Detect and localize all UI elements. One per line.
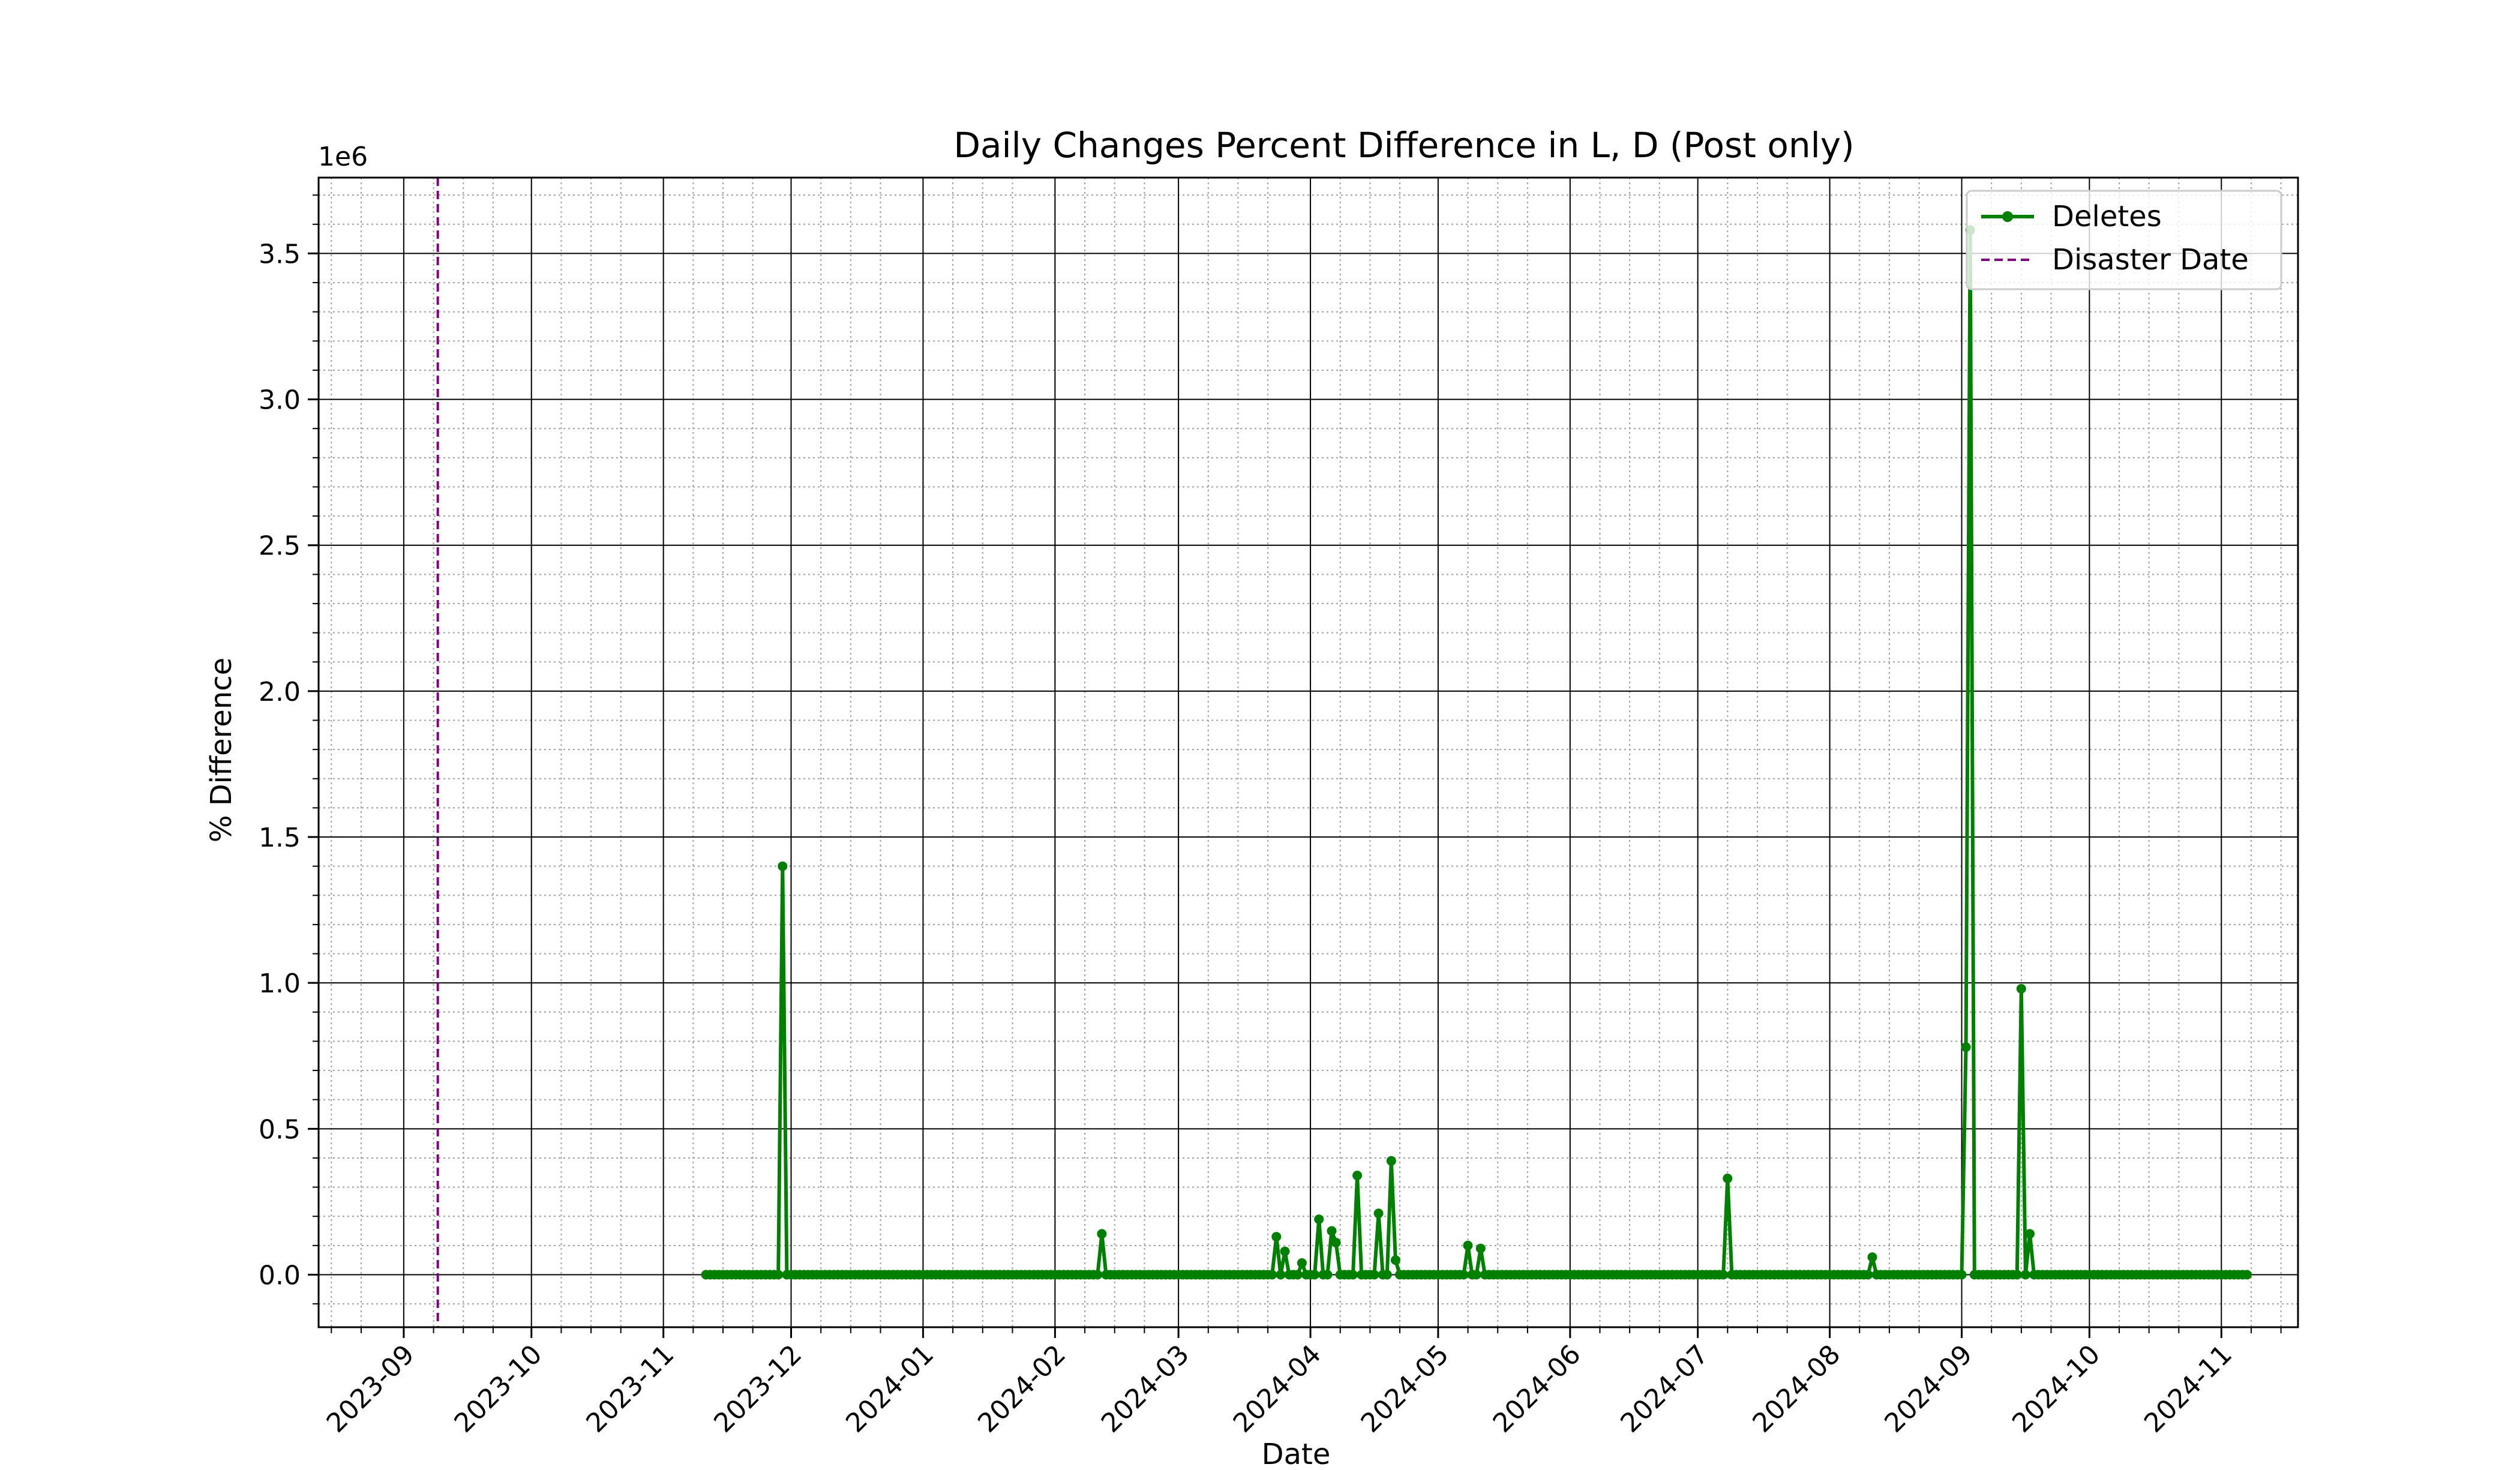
deletes-data-point xyxy=(1863,1270,1873,1280)
y-axis-label: % Difference xyxy=(205,658,238,842)
legend-deletes-label: Deletes xyxy=(2052,200,2162,233)
deletes-data-point xyxy=(1459,1270,1469,1280)
y-tick-label: 0.0 xyxy=(259,1260,301,1291)
deletes-data-point xyxy=(1097,1229,1107,1239)
x-axis-label: Date xyxy=(1262,1438,1331,1470)
plot-area xyxy=(317,176,2299,1328)
deletes-data-point xyxy=(2016,983,2026,994)
deletes-data-point xyxy=(1463,1240,1473,1250)
deletes-data-point xyxy=(1382,1270,1392,1280)
deletes-data-point xyxy=(2020,1270,2030,1280)
legend-deletes-marker xyxy=(2002,211,2013,222)
series-layer xyxy=(436,178,2252,1327)
legend-disaster-date-label: Disaster Date xyxy=(2052,243,2249,277)
y-tick-label: 3.5 xyxy=(259,239,301,269)
deletes-data-point xyxy=(1327,1226,1337,1236)
deletes-data-point xyxy=(1280,1246,1290,1256)
deletes-data-point xyxy=(1322,1270,1333,1280)
legend: Deletes Disaster Date xyxy=(1966,190,2282,290)
deletes-data-point xyxy=(1314,1214,1324,1225)
deletes-data-point xyxy=(1292,1270,1303,1280)
y-axis-offset-label: 1e6 xyxy=(318,142,368,172)
deletes-data-point xyxy=(1271,1232,1282,1242)
deletes-data-point xyxy=(1373,1208,1384,1219)
deletes-data-point xyxy=(1331,1238,1341,1247)
y-tick-label: 3.0 xyxy=(259,385,301,416)
deletes-data-point xyxy=(1867,1252,1877,1262)
deletes-data-point xyxy=(2242,1270,2252,1280)
deletes-data-point xyxy=(1352,1171,1363,1181)
y-tick-label: 1.5 xyxy=(259,823,301,853)
deletes-data-point xyxy=(1390,1255,1400,1265)
deletes-data-point xyxy=(1471,1270,1481,1280)
plot-frame xyxy=(317,176,2299,1328)
deletes-data-point xyxy=(1475,1243,1486,1253)
deletes-data-point xyxy=(1723,1174,1733,1183)
deletes-data-point xyxy=(2012,1270,2022,1280)
deletes-data-point xyxy=(1957,1270,1967,1280)
y-tick-label: 1.0 xyxy=(259,968,301,999)
deletes-data-point xyxy=(778,861,788,871)
deletes-data-point xyxy=(1310,1270,1320,1280)
deletes-data-point xyxy=(1297,1258,1307,1268)
deletes-data-point xyxy=(2025,1229,2035,1239)
deletes-data-point xyxy=(1386,1156,1396,1166)
y-tick-label: 2.0 xyxy=(259,677,301,707)
deletes-data-point xyxy=(1276,1270,1286,1280)
deletes-data-point xyxy=(773,1270,784,1280)
chart-title: Daily Changes Percent Difference in L, D… xyxy=(953,125,1854,166)
deletes-data-point xyxy=(1961,1042,1971,1052)
deletes-data-point xyxy=(1718,1270,1729,1280)
deletes-data-point xyxy=(1348,1270,1358,1280)
y-tick-label: 0.5 xyxy=(259,1114,301,1145)
y-tick-label: 2.5 xyxy=(259,531,301,562)
legend-box xyxy=(1966,190,2282,290)
deletes-data-point xyxy=(1369,1270,1379,1280)
deletes-data-point xyxy=(1093,1270,1103,1280)
minor-grid xyxy=(319,178,2298,1327)
deletes-data-point xyxy=(1267,1270,1277,1280)
